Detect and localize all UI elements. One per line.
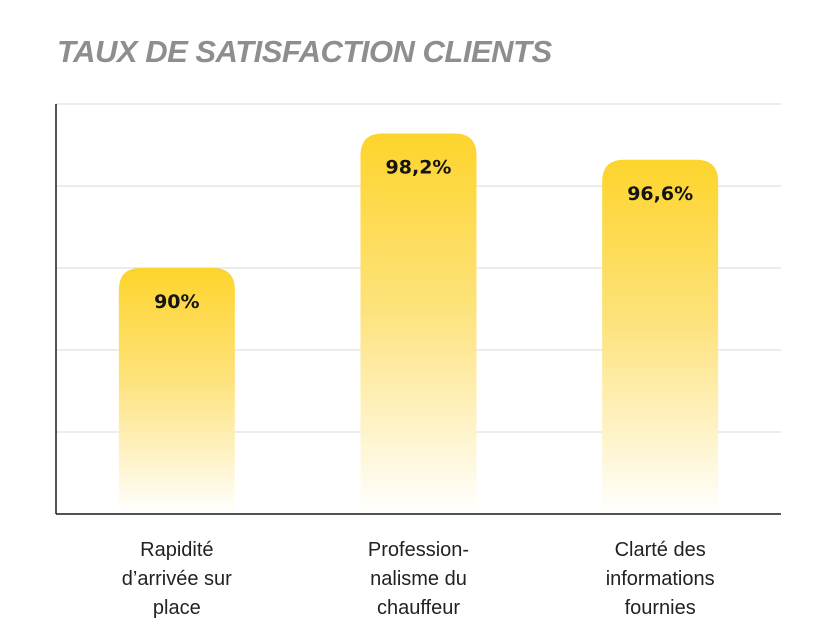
bar-value-label: 90% <box>154 291 199 313</box>
axes <box>55 104 781 515</box>
bar-value-label: 98,2% <box>386 157 452 179</box>
bar <box>360 133 477 514</box>
bar <box>118 268 235 514</box>
bar <box>602 159 719 514</box>
x-tick-label: Clarté des informations fournies <box>606 539 715 619</box>
category-labels: Rapidité d’arrivée sur place Profession-nal… <box>122 539 715 619</box>
x-tick-label: Profession-nalisme du chauffeur <box>368 539 469 619</box>
chart-title: TAUX DE SATISFACTION CLIENTS <box>57 34 552 69</box>
bar-value-label: 96,6% <box>627 183 693 205</box>
x-tick-label: Rapidité d’arrivée sur place <box>122 539 232 619</box>
bars: 90% 98,2% 96,6% <box>118 133 719 514</box>
